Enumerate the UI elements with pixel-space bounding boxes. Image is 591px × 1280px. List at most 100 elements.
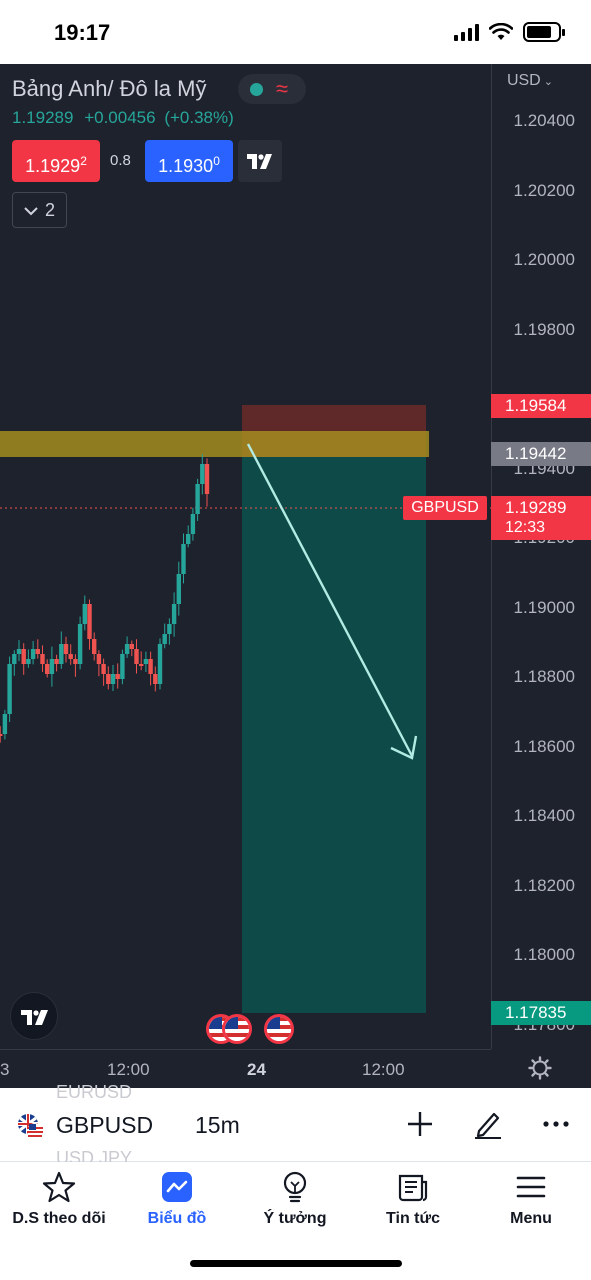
- news-icon: [398, 1174, 428, 1202]
- tab-news[interactable]: Tin tức: [354, 1170, 472, 1228]
- candle-body: [106, 674, 111, 684]
- tab-label: Ý tưởng: [263, 1210, 327, 1227]
- candle-body: [167, 624, 172, 634]
- candle-body: [54, 659, 59, 664]
- tab-label: Tin tức: [386, 1210, 440, 1227]
- currency-select[interactable]: USD ⌄: [507, 72, 553, 90]
- spread-value: 0.8: [110, 152, 131, 169]
- indicator-collapse-button[interactable]: 2: [12, 192, 67, 228]
- entry-price: 1.19442: [505, 444, 567, 463]
- tab-label: Biểu đồ: [147, 1210, 207, 1227]
- price-axis-label: 1.20400: [513, 111, 575, 130]
- sell-price: 1.1929: [25, 156, 81, 176]
- tab-menu[interactable]: Menu: [472, 1170, 590, 1228]
- candle-body: [59, 644, 64, 664]
- candle-body: [101, 664, 106, 674]
- time-label: 3: [0, 1060, 10, 1079]
- candle-body: [87, 604, 92, 639]
- candle-body: [124, 644, 130, 654]
- target-price: 1.17835: [505, 1003, 567, 1022]
- stop-price-tag: 1.19584: [491, 394, 591, 418]
- price-axis-label: 1.18000: [513, 945, 575, 964]
- add-plus-icon[interactable]: [404, 1108, 436, 1140]
- price-axis-label: 1.18800: [513, 667, 575, 686]
- symbol-selector[interactable]: GBPUSD: [56, 1112, 154, 1138]
- chart-settings-gear-icon[interactable]: [528, 1056, 552, 1080]
- candle-body: [68, 654, 73, 659]
- candle-body: [176, 574, 181, 604]
- ios-status-bar: 19:17: [0, 0, 591, 64]
- wifi-icon: [489, 23, 513, 40]
- price-axis-label: 1.18400: [513, 806, 575, 825]
- price-axis-label: 1.19000: [513, 597, 575, 617]
- candle-body: [12, 654, 17, 664]
- candle-body: [139, 664, 144, 666]
- candle-body: [162, 634, 167, 644]
- last-price-tag: 1.19289 12:33: [491, 496, 591, 540]
- currency-label: USD: [506, 72, 541, 89]
- price-change: +0.00456: [84, 108, 156, 127]
- drawing-pen-icon[interactable]: [472, 1108, 504, 1140]
- candle-body: [186, 534, 191, 544]
- candle-body: [0, 734, 3, 736]
- tab-watchlist[interactable]: D.S theo dõi: [0, 1170, 118, 1228]
- cellular-signal-icon: [454, 23, 479, 41]
- candle-body: [181, 544, 186, 574]
- tab-chart[interactable]: Biểu đồ: [118, 1170, 236, 1228]
- broker-button[interactable]: [238, 140, 282, 182]
- price-axis-label: 1.19800: [513, 319, 575, 339]
- market-open-dot-icon: [250, 83, 263, 96]
- tab-label: Menu: [510, 1210, 552, 1227]
- gbp-usd-flag-icon: [18, 1114, 43, 1139]
- candle-body: [110, 674, 116, 684]
- time-label: 12:00: [362, 1060, 405, 1079]
- candle-body: [134, 649, 139, 664]
- candle-body: [73, 659, 78, 664]
- more-options-icon[interactable]: [540, 1108, 572, 1140]
- time-label: 12:00: [107, 1060, 150, 1079]
- candle-body: [26, 659, 31, 664]
- price-axis-label: 1.18200: [513, 875, 575, 895]
- home-indicator: [190, 1260, 402, 1267]
- tab-ideas[interactable]: Ý tưởng: [236, 1170, 354, 1228]
- sell-button[interactable]: 1.19292: [12, 140, 100, 182]
- tradingview-logo-icon: [247, 154, 272, 169]
- candle-body: [129, 644, 134, 649]
- tab-label: D.S theo dõi: [12, 1210, 106, 1227]
- take-profit-zone: [242, 457, 426, 1013]
- stop-price: 1.19584: [505, 396, 567, 415]
- ghost-symbol: EURUSD: [56, 1082, 133, 1102]
- series-label: GBPUSD: [411, 499, 479, 516]
- candle-body: [2, 714, 8, 734]
- candlestick-series: [0, 454, 210, 743]
- chevron-down-icon: ⌄: [540, 76, 553, 88]
- candle-body: [157, 644, 163, 684]
- symbol-title[interactable]: Bảng Anh/ Đô la Mỹ: [12, 76, 207, 101]
- price-axis-label: 1.20000: [513, 250, 575, 269]
- time-axis[interactable]: 3 12:00 24 12:00: [0, 1049, 491, 1088]
- tradingview-watermark-icon[interactable]: [10, 992, 58, 1040]
- chevron-down-icon: [24, 207, 38, 216]
- candle-body: [40, 654, 45, 664]
- sell-price-pip: 2: [80, 154, 87, 168]
- candle-body: [200, 464, 205, 484]
- price-axis[interactable]: USD ⌄ 1.20400 1.20200 1.20000 1.19800 1.1940…: [491, 64, 591, 1049]
- price-change-percent: (+0.38%): [164, 108, 234, 127]
- candle-body: [148, 659, 153, 674]
- price-axis-label: 1.18600: [513, 736, 575, 756]
- battery-icon: [523, 22, 565, 42]
- status-time: 19:17: [54, 20, 111, 45]
- buy-price: 1.1930: [158, 156, 214, 176]
- us-event-flag-icon[interactable]: [264, 1014, 294, 1044]
- market-status-pill[interactable]: ≈: [238, 74, 306, 104]
- candle-body: [115, 674, 120, 679]
- chart-canvas[interactable]: [0, 64, 491, 1049]
- chart-toolbar: EURUSD USD JPY GBPUSD 15m: [0, 1082, 591, 1168]
- last-price-value: 1.19289: [505, 498, 567, 517]
- projection-arrow-line: [246, 443, 414, 757]
- interval-selector[interactable]: 15m: [195, 1112, 240, 1138]
- resistance-zone: [0, 431, 429, 457]
- chart-area[interactable]: Bảng Anh/ Đô la Mỹ ≈ 1.19289 +0.00456 (+…: [0, 64, 591, 1088]
- us-event-flag-icon[interactable]: [222, 1014, 252, 1044]
- buy-button[interactable]: 1.19300: [145, 140, 233, 182]
